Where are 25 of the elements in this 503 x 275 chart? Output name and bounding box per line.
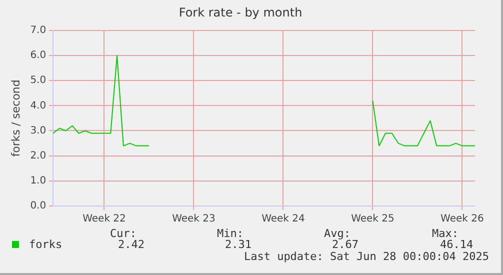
legend-label: forks [29, 238, 62, 251]
text: 46.14 [440, 238, 474, 251]
chart-title: Fork rate - by month [178, 5, 302, 20]
x-tick-label: Week 22 [82, 214, 126, 225]
text: Min: [217, 227, 244, 240]
y-tick-label: 1.0 [30, 176, 46, 187]
y-tick-label: 6.0 [30, 50, 46, 62]
text: Cur: [110, 227, 136, 240]
text: 2.42 [118, 238, 144, 251]
text: Avg: [324, 227, 350, 240]
y-tick-label: 7.0 [30, 24, 46, 36]
x-tick-label: Week 23 [172, 214, 216, 225]
text: Last update: Sat Jun 28 00:00:04 2025 [244, 250, 489, 263]
y-axis-title: forks / second [9, 80, 22, 157]
y-tick-label: 2.0 [30, 150, 46, 162]
text: 2.31 [225, 238, 252, 251]
text: Max: [432, 227, 458, 240]
y-tick-label: 5.0 [30, 75, 46, 86]
y-tick-label: 0.0 [30, 200, 46, 212]
x-tick-label: Week 24 [262, 214, 305, 225]
text: 2.67 [332, 238, 358, 251]
x-tick-label: Week 25 [351, 214, 394, 225]
y-tick-label: 3.0 [30, 125, 46, 136]
x-tick-label: Week 26 [440, 214, 484, 225]
y-tick-label: 4.0 [30, 100, 46, 112]
